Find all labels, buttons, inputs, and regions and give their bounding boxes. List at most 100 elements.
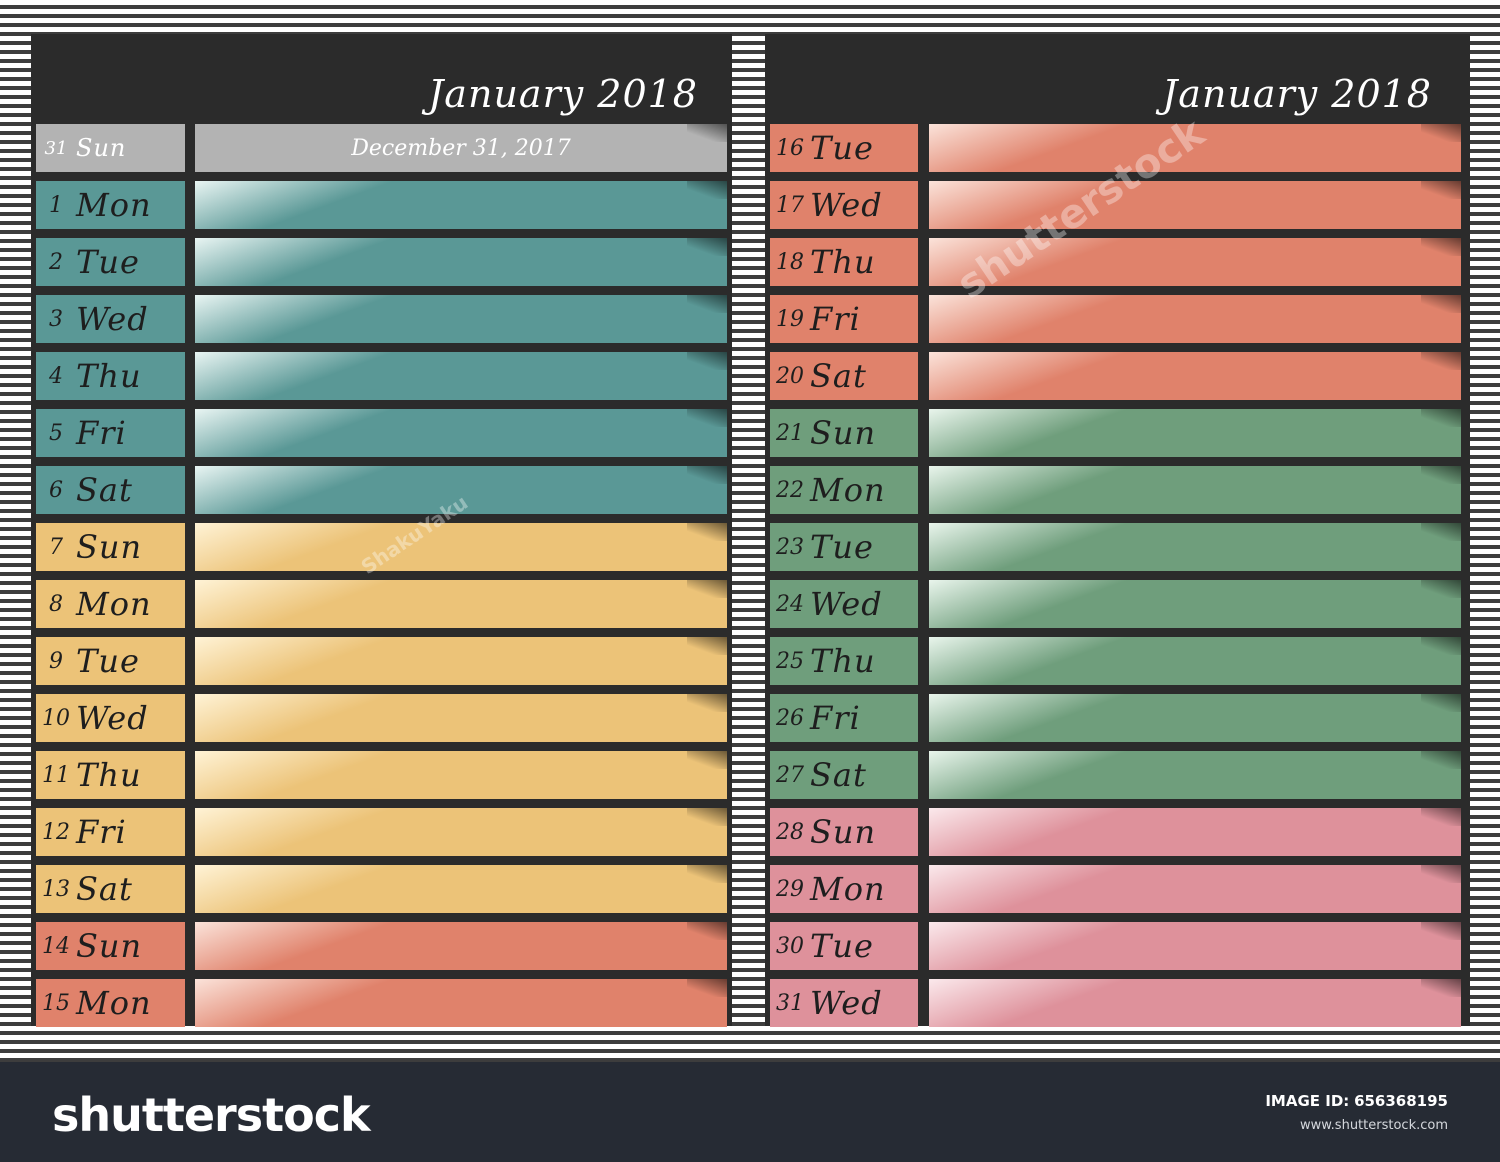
day-number: 27 <box>776 762 804 788</box>
day-number: 20 <box>776 363 804 389</box>
day-row: 10 Wed <box>31 694 732 742</box>
day-label-cell: 20 Sat <box>770 352 918 400</box>
note-field[interactable] <box>929 409 1461 457</box>
day-number: 10 <box>42 705 70 731</box>
day-row: 19 Fri <box>765 295 1470 343</box>
day-label-cell: 12 Fri <box>36 808 185 856</box>
left-calendar-panel: January 2018 31 Sun December 31, 2017 1 Mon 2… <box>31 34 732 1027</box>
day-name: Sat <box>810 756 867 794</box>
day-label-cell: 30 Tue <box>770 922 918 970</box>
note-field[interactable] <box>929 637 1461 685</box>
day-name: Mon <box>76 186 152 224</box>
day-number: 16 <box>776 135 804 161</box>
day-label-cell: 10 Wed <box>36 694 185 742</box>
day-row: 21 Sun <box>765 409 1470 457</box>
note-field[interactable] <box>195 409 727 457</box>
note-field[interactable] <box>929 580 1461 628</box>
day-name: Mon <box>76 585 152 623</box>
note-field[interactable] <box>929 124 1461 172</box>
day-label-cell: 3 Wed <box>36 295 185 343</box>
note-field[interactable] <box>195 865 727 913</box>
note-field[interactable] <box>195 637 727 685</box>
day-label-cell: 15 Mon <box>36 979 185 1027</box>
day-number: 13 <box>42 876 70 902</box>
note-field[interactable] <box>195 979 727 1027</box>
day-label-cell: 6 Sat <box>36 466 185 514</box>
day-number: 30 <box>776 933 804 959</box>
note-field[interactable] <box>195 295 727 343</box>
day-row: 23 Tue <box>765 523 1470 571</box>
day-label-cell: 18 Thu <box>770 238 918 286</box>
day-name: Sun <box>810 414 877 452</box>
note-field[interactable] <box>929 295 1461 343</box>
note-field[interactable] <box>929 352 1461 400</box>
day-name: Wed <box>810 585 883 623</box>
day-name: Wed <box>76 699 149 737</box>
day-number: 12 <box>42 819 70 845</box>
note-field[interactable] <box>929 979 1461 1027</box>
day-name: Thu <box>76 756 142 794</box>
note-field[interactable]: December 31, 2017 <box>195 124 727 172</box>
note-field[interactable] <box>195 751 727 799</box>
day-label-cell: 23 Tue <box>770 523 918 571</box>
day-row: 1 Mon <box>31 181 732 229</box>
day-name: Sun <box>76 528 143 566</box>
note-field[interactable] <box>929 865 1461 913</box>
note-field[interactable] <box>195 181 727 229</box>
note-field[interactable] <box>195 238 727 286</box>
day-row: 29 Mon <box>765 865 1470 913</box>
note-field[interactable] <box>929 751 1461 799</box>
note-field[interactable] <box>195 352 727 400</box>
day-number: 25 <box>776 648 804 674</box>
day-number: 28 <box>776 819 804 845</box>
day-name: Thu <box>76 357 142 395</box>
day-number: 18 <box>776 249 804 275</box>
day-label-cell: 1 Mon <box>36 181 185 229</box>
note-field[interactable] <box>929 238 1461 286</box>
day-label-cell: 31 Sun <box>36 124 185 172</box>
day-name: Sun <box>76 134 127 162</box>
day-row: 22 Mon <box>765 466 1470 514</box>
day-name: Sun <box>810 813 877 851</box>
note-field[interactable] <box>929 181 1461 229</box>
day-label-cell: 7 Sun <box>36 523 185 571</box>
day-label-cell: 29 Mon <box>770 865 918 913</box>
note-field[interactable] <box>195 694 727 742</box>
note-field[interactable] <box>929 466 1461 514</box>
footer-url: www.shutterstock.com <box>1299 1118 1448 1133</box>
day-row: 31 Sun December 31, 2017 <box>31 124 732 172</box>
note-field[interactable] <box>195 922 727 970</box>
day-number: 29 <box>776 876 804 902</box>
day-number: 15 <box>42 990 70 1016</box>
left-panel-title: January 2018 <box>428 72 698 116</box>
day-name: Mon <box>76 984 152 1022</box>
day-name: Fri <box>76 414 127 452</box>
note-field[interactable] <box>195 466 727 514</box>
day-name: Wed <box>76 300 149 338</box>
day-row: 13 Sat <box>31 865 732 913</box>
day-name: Mon <box>810 870 886 908</box>
day-row: 9 Tue <box>31 637 732 685</box>
day-name: Mon <box>810 471 886 509</box>
day-row: 4 Thu <box>31 352 732 400</box>
shutterstock-logo: shutterstock <box>52 1088 371 1142</box>
day-name: Tue <box>76 243 140 281</box>
day-row: 15 Mon <box>31 979 732 1027</box>
note-field[interactable] <box>929 523 1461 571</box>
day-number: 3 <box>49 306 63 332</box>
note-field[interactable] <box>929 808 1461 856</box>
day-number: 11 <box>42 762 70 788</box>
day-number: 4 <box>49 363 63 389</box>
day-name: Wed <box>810 186 883 224</box>
day-label-cell: 21 Sun <box>770 409 918 457</box>
note-field[interactable] <box>195 523 727 571</box>
day-number: 19 <box>776 306 804 332</box>
image-id: IMAGE ID: 656368195 <box>1265 1092 1448 1110</box>
note-field[interactable] <box>195 808 727 856</box>
day-name: Fri <box>810 300 861 338</box>
day-name: Fri <box>810 699 861 737</box>
note-field[interactable] <box>929 694 1461 742</box>
note-field[interactable] <box>195 580 727 628</box>
note-field[interactable] <box>929 922 1461 970</box>
day-label-cell: 24 Wed <box>770 580 918 628</box>
